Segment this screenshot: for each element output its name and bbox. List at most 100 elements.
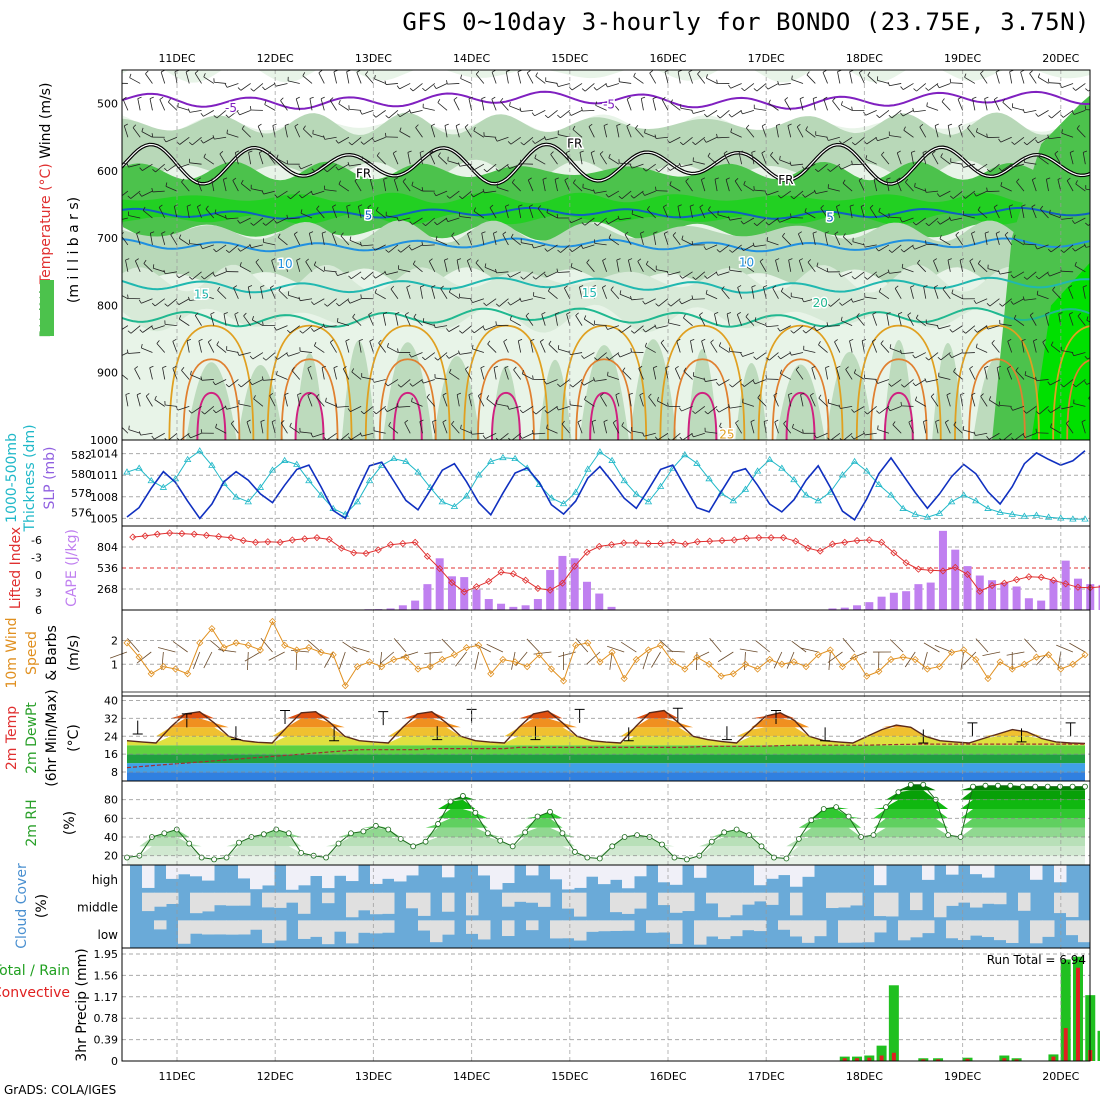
wind-barb [376,155,386,165]
wind-barb [498,163,509,172]
wind-barb-flag [459,330,463,334]
cloud-cell [1030,865,1043,880]
wind-barb [926,379,939,383]
wind-barb [435,190,448,197]
wind-barb [318,72,325,84]
wind-barb [300,431,313,434]
wind-barb [661,99,669,111]
wind-barb-flag [273,326,277,331]
wind-barb-flag [710,339,714,343]
li-point-64 [914,565,922,573]
wind-barb [287,80,300,84]
wind-barb-flag [579,150,584,153]
rh2m-point-35 [559,830,566,837]
wind-barb [708,209,718,219]
wind-barb [915,379,926,387]
cloud-cell [238,892,251,906]
wind-barb [923,421,927,434]
wind-barb-10m [889,639,904,653]
frame-thick [121,439,1091,527]
wind-barb-flag [580,244,584,249]
li-point-39 [607,541,616,549]
wind-barb-flag [645,260,649,265]
wind-barb-flag [728,404,731,409]
rh-column [629,339,678,440]
wind-barb [805,325,816,334]
wind-barb [1026,406,1037,414]
wind-barb [993,207,1000,219]
wind-barb [867,271,877,280]
wind-barb [792,427,804,434]
wind-barb-flag [858,177,863,181]
wind-barb-flag [215,423,218,428]
wind-barb [877,136,890,142]
li-point-10 [251,538,260,546]
wind-barb-flag [205,205,209,210]
wind-barb [719,345,730,353]
thickness-point-6 [196,447,204,454]
rh-band-c [122,264,1090,333]
wind-barb [530,340,534,353]
wind-barb [374,244,386,251]
wind-barb-flag [716,79,718,84]
wind-barb-flag [986,187,988,192]
wind-barb-flag [262,321,264,326]
rh-band-0 [127,855,1085,865]
wind-barb-flag [125,258,130,261]
wind-barb [1093,126,1098,137]
wind-barb-flag [519,435,523,439]
wind-barb [706,136,718,143]
wind-barb [894,288,902,299]
wind-barb [603,421,608,434]
wind-barb [547,110,558,119]
wind-barb [153,267,165,273]
wind-barb [791,163,804,166]
cloud-cell [550,865,563,880]
wind-barb [376,406,386,415]
wind-barb-flag [347,299,351,304]
wind-barb-flag [814,434,817,439]
wind-barb-flag [486,395,490,400]
li-point-2 [153,530,161,538]
thickness-point-20 [365,476,374,484]
rh2m-point-38 [596,855,603,862]
wind-barb [635,128,644,138]
wind-barb-flag [859,70,863,73]
wind-barb [610,289,620,299]
wind-barb [619,217,632,221]
wind-barb [816,325,828,332]
wind-barb-flag [139,329,143,333]
wind-barb [447,160,460,165]
wind-barb [373,430,386,434]
thickness-point-16 [317,491,325,498]
wind-barb-flag [986,436,990,440]
wind-barb [402,181,411,192]
li-point-21 [387,541,395,549]
wind-barb [788,259,792,272]
wind-barb [697,73,706,84]
wind-barb [969,368,976,380]
cloud-cell [382,865,395,879]
cloud-cell [322,892,335,904]
wind-barb-flag [886,177,891,180]
wind-barb [607,325,620,330]
temp-line [126,709,1086,745]
wind-barb [820,207,828,219]
rh-tick-60: 60 [104,812,118,825]
wind-barb-flag [212,409,217,414]
wind-barb [214,213,227,219]
cape-bar-11 [497,603,506,610]
wind-barb [399,83,411,90]
wind-barb [1037,136,1049,144]
wind-barb [664,71,669,84]
rh2m-point-61 [883,804,889,811]
wind-barb [668,271,681,276]
pressure-tick-500: 500 [97,98,118,111]
wind-barb [950,82,963,84]
wind-barb [333,71,337,84]
wind-barb-flag [998,270,1001,275]
wind-barb-flag [1048,115,1052,119]
wind-barb [214,271,227,277]
rh2m-point-56 [820,806,827,812]
wind-barb [374,292,386,300]
